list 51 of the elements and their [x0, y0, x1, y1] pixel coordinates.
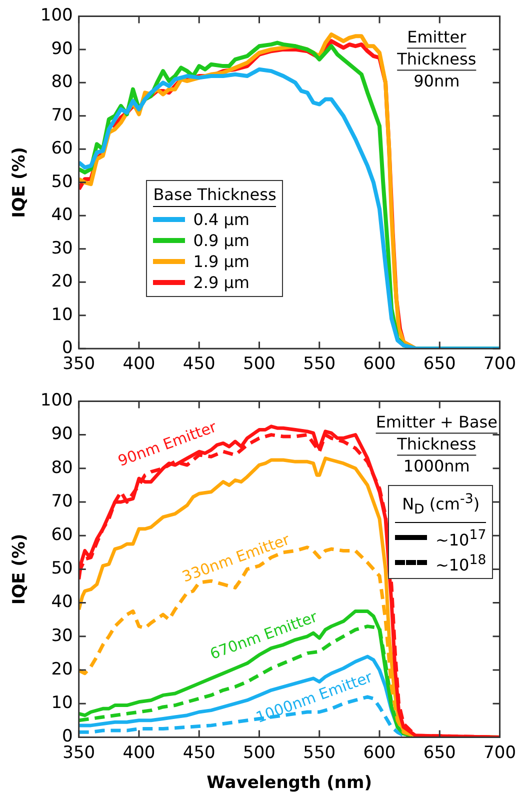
x-tick-label: 400 [122, 354, 156, 374]
x-tick-label: 500 [243, 742, 276, 763]
annotation: ~10$^{18}$ [435, 552, 486, 576]
y-tick-label: 90 [51, 424, 73, 444]
y-tick-label: 100 [40, 390, 73, 411]
legend-title: N$_{D}$ (cm$^{-3}$) [395, 489, 486, 523]
y-tick-label: 40 [51, 205, 73, 226]
x-tick-label: 350 [62, 354, 96, 374]
legend-label: 1.9 μm [193, 251, 250, 272]
annotation: Emitter + Base Thickness [376, 412, 498, 454]
legend-label: 0.9 μm [193, 230, 250, 252]
y-tick-label: 50 [51, 172, 73, 192]
y-tick-label: 90 [51, 38, 73, 59]
y-axis-title: IQE (%) [10, 146, 30, 218]
x-axis-title: Wavelength (nm) [206, 773, 372, 794]
y-tick-label: 20 [51, 272, 73, 292]
y-tick-label: 70 [51, 105, 73, 126]
y-tick-label: 50 [51, 558, 73, 579]
y-tick-label: 10 [51, 693, 73, 714]
x-tick-label: 400 [122, 742, 156, 763]
x-tick-label: 700 [484, 742, 516, 763]
y-tick-label: 40 [51, 592, 73, 612]
x-tick-label: 350 [62, 742, 96, 763]
y-tick-label: 80 [51, 72, 73, 92]
x-tick-label: 650 [423, 354, 456, 374]
y-tick-label: 80 [51, 458, 73, 478]
x-tick-label: 500 [243, 354, 276, 374]
y-axis-title: IQE (%) [10, 534, 30, 605]
x-tick-label: 700 [484, 354, 516, 374]
y-tick-label: 30 [51, 238, 73, 258]
x-tick-label: 650 [423, 742, 456, 763]
annotation: 90nm [414, 71, 460, 90]
x-tick-label: 550 [303, 354, 336, 374]
legend-title: Base Thickness [153, 184, 276, 208]
legend-label: 0.4 μm [193, 209, 250, 230]
y-tick-label: 20 [51, 659, 73, 680]
y-tick-label: 10 [51, 304, 73, 325]
y-tick-label: 60 [51, 525, 73, 546]
annotation: 1000nm [403, 456, 470, 476]
y-tick-label: 100 [40, 6, 73, 26]
annotation: ~10$^{17}$ [435, 526, 486, 550]
legend-label: 2.9 μm [193, 272, 250, 294]
y-tick-label: 70 [51, 491, 73, 512]
x-tick-label: 450 [182, 354, 216, 374]
y-tick-label: 30 [51, 626, 73, 646]
x-tick-label: 450 [182, 742, 216, 763]
x-tick-label: 600 [363, 354, 396, 374]
annotation: Emitter Thickness [396, 27, 476, 68]
x-tick-label: 600 [363, 742, 396, 763]
x-tick-label: 550 [303, 742, 336, 763]
y-tick-label: 60 [51, 138, 73, 159]
